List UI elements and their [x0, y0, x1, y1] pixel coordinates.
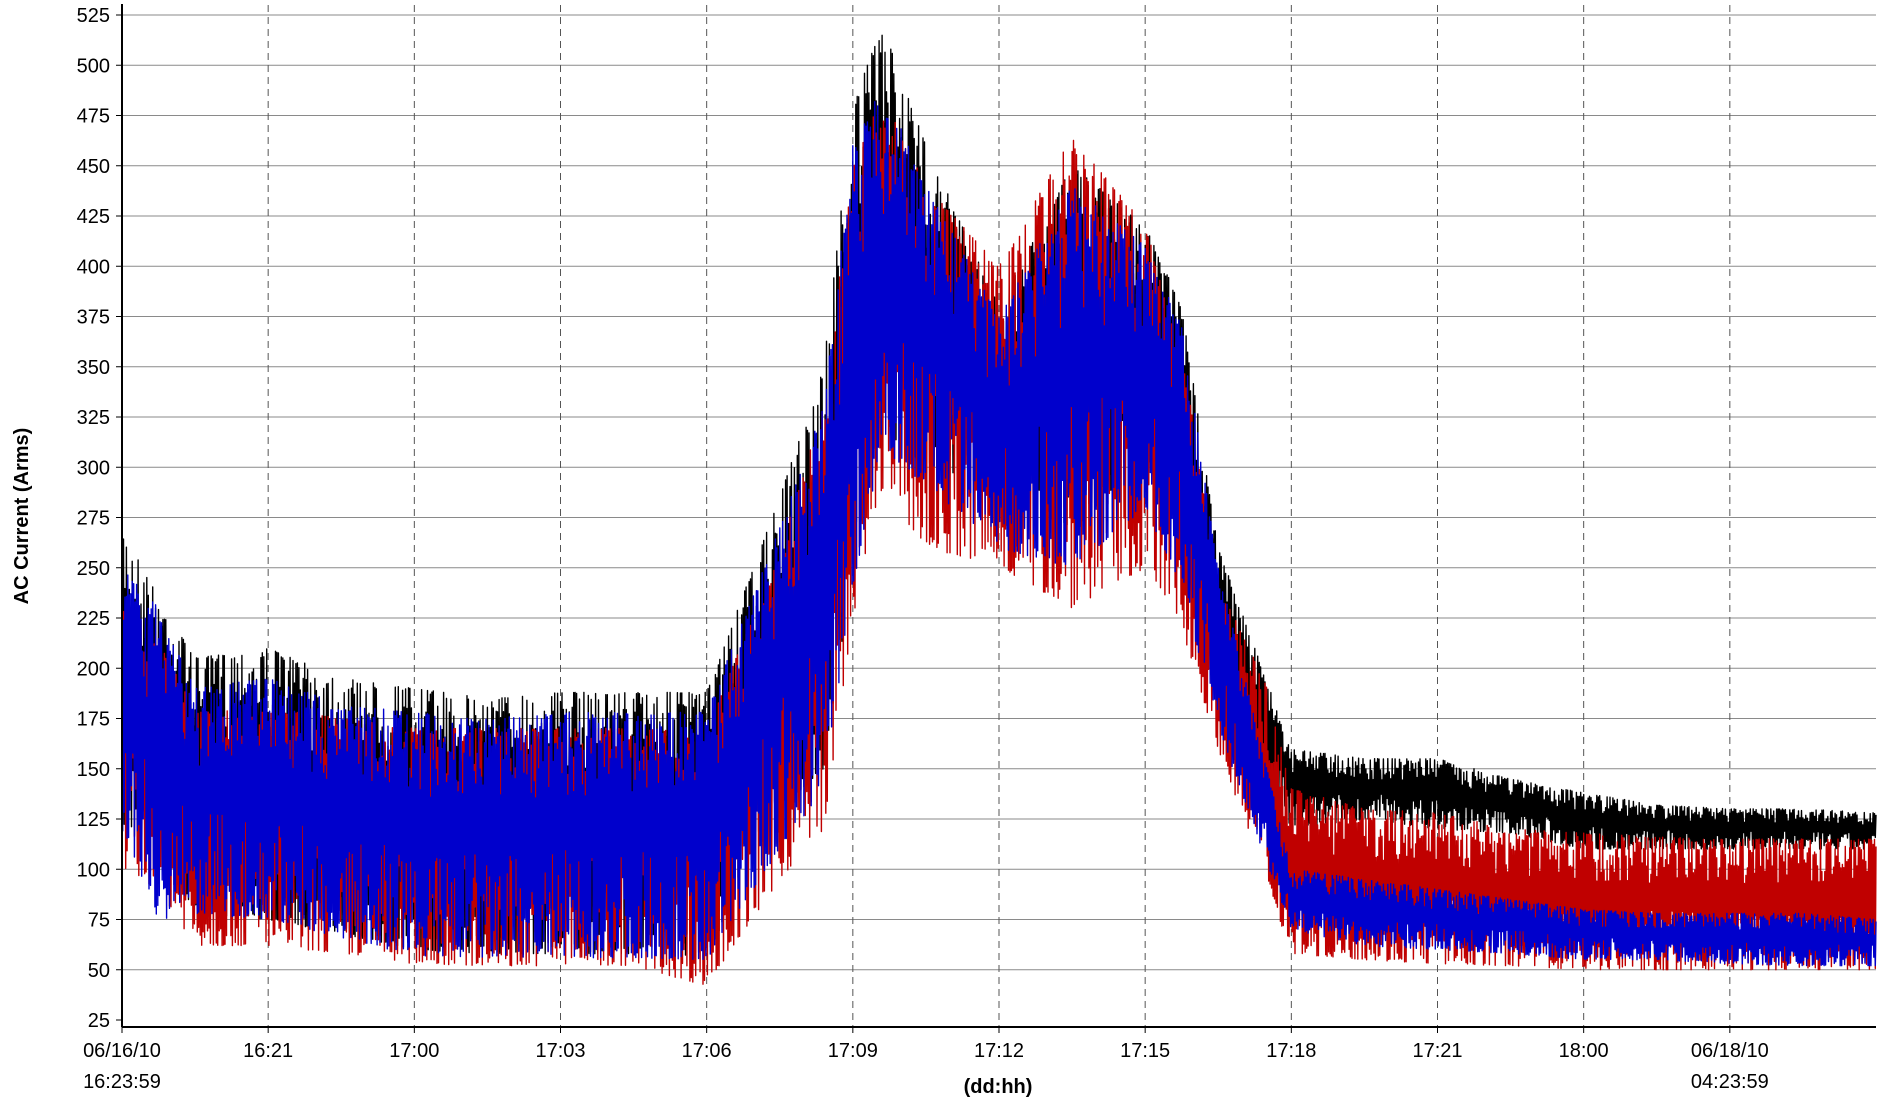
y-tick-label: 375 [77, 307, 110, 329]
x-tick-label: 17:15 [1120, 1040, 1170, 1062]
y-tick-label: 225 [77, 608, 110, 630]
x-tick-label: 17:09 [828, 1040, 878, 1062]
y-axis-title: AC Current (Arms) [11, 428, 33, 605]
y-tick-label: 325 [77, 407, 110, 429]
y-tick-label: 450 [77, 156, 110, 178]
y-tick-label: 525 [77, 5, 110, 27]
y-tick-label: 75 [88, 910, 110, 932]
series-group [121, 34, 1877, 985]
y-tick-label: 50 [88, 960, 110, 982]
x-tick-label: 16:21 [243, 1040, 293, 1062]
y-tick-label: 500 [77, 55, 110, 77]
x-tick-label: 06/16/10 [83, 1040, 161, 1062]
series-line-3 [121, 101, 1877, 967]
y-tick-label: 150 [77, 759, 110, 781]
x-tick-label-line2: 04:23:59 [1691, 1071, 1769, 1093]
y-tick-label: 275 [77, 508, 110, 530]
x-tick-label-line2: 16:23:59 [83, 1071, 161, 1093]
x-tick-labels: 06/16/10 16:23:59 16:21 17:00 17:03 17:06 17:0… [83, 1027, 1769, 1093]
y-tick-label: 425 [77, 206, 110, 228]
y-tick-labels: 25 50 75 100 125 150 175 200 225 250 275 300 325 350 3… [77, 5, 122, 1032]
y-tick-label: 350 [77, 357, 110, 379]
x-tick-label: 17:03 [535, 1040, 585, 1062]
y-tick-label: 300 [77, 457, 110, 479]
y-tick-label: 200 [77, 658, 110, 680]
x-tick-label: 18:00 [1559, 1040, 1609, 1062]
x-tick-label: 17:21 [1412, 1040, 1462, 1062]
y-tick-label: 475 [77, 106, 110, 128]
y-tick-label: 175 [77, 709, 110, 731]
y-tick-label: 125 [77, 809, 110, 831]
x-tick-label: 17:06 [682, 1040, 732, 1062]
y-tick-label: 400 [77, 256, 110, 278]
x-tick-label: 06/18/10 [1691, 1040, 1769, 1062]
x-tick-label: 17:00 [389, 1040, 439, 1062]
y-tick-label: 25 [88, 1010, 110, 1032]
y-tick-label: 100 [77, 859, 110, 881]
x-tick-label: 17:18 [1266, 1040, 1316, 1062]
x-tick-label: 17:12 [974, 1040, 1024, 1062]
x-axis-title: (dd:hh) [964, 1076, 1033, 1098]
y-tick-label: 250 [77, 558, 110, 580]
